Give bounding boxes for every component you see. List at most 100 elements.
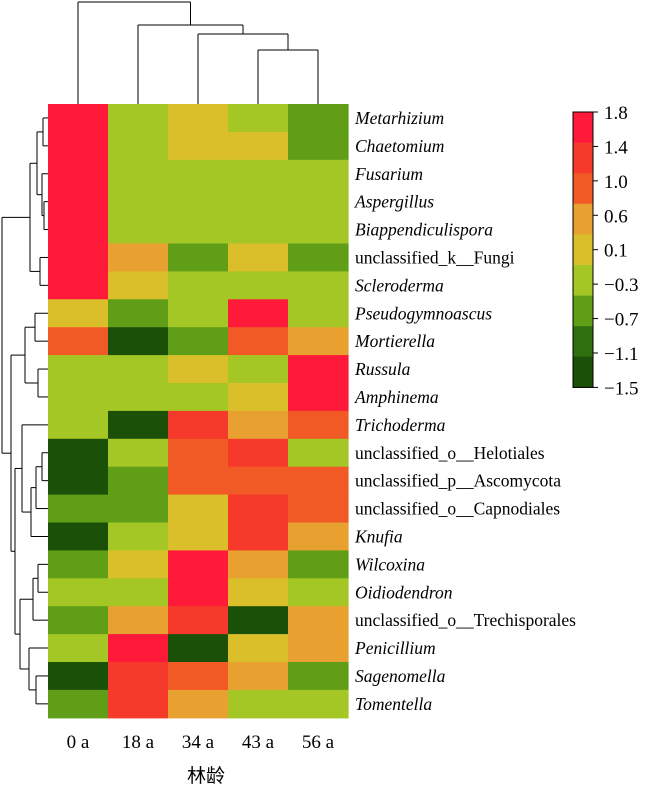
row-labels: Metarhizium Chaetomium Fusarium Aspergillus… [354,108,576,714]
heatmap-cell [108,634,169,663]
heatmap-cell [228,104,289,133]
heatmap-cell [108,355,169,384]
row-label: Penicillium [354,638,436,658]
heatmap-cell [228,438,289,468]
heatmap-cell [168,383,229,412]
heatmap-cells [48,104,349,719]
heatmap-cell [228,578,289,607]
row-label: Russula [354,359,411,379]
heatmap-cell [108,689,169,719]
heatmap-cell [48,243,109,272]
heatmap-cell [228,159,289,189]
heatmap-cell [168,299,229,328]
heatmap-cell [228,243,289,272]
heatmap-cell [168,410,229,440]
heatmap-cell [168,550,229,579]
heatmap-cell [48,159,109,189]
heatmap-cell [168,215,229,245]
heatmap-cell [288,299,349,328]
heatmap-cell [168,355,229,384]
heatmap-cell [288,159,349,189]
heatmap-cell [288,578,349,607]
heatmap-cell [288,327,349,356]
heatmap-cell [288,104,349,133]
row-label: Scleroderma [355,275,444,295]
heatmap-cell [48,550,109,579]
heatmap-cell [108,550,169,579]
heatmap-cell [48,578,109,607]
legend-color-band [573,265,593,297]
legend-color-band [573,142,593,174]
row-label: unclassified_o__Capnodiales [355,499,560,519]
heatmap-cell [168,131,229,161]
heatmap-cell [48,438,109,468]
heatmap-cell [108,410,169,440]
heatmap-cell [108,271,169,300]
heatmap-cell [168,466,229,496]
heatmap-cell [48,494,109,524]
column-label: 0 a [67,732,90,753]
legend-color-band [573,112,593,144]
heatmap-cell [168,578,229,607]
heatmap-cell [228,271,289,300]
heatmap-cell [228,662,289,691]
heatmap-cell [228,550,289,579]
heatmap-cell [48,271,109,300]
heatmap-cell [108,327,169,356]
heatmap-cell [288,410,349,440]
heatmap-cell [108,494,169,524]
heatmap-cell [168,187,229,217]
heatmap-cell [228,634,289,663]
heatmap-cell [228,689,289,719]
legend-tick-label: −0.7 [604,310,638,331]
heatmap-cell [168,327,229,356]
heatmap-cell [288,215,349,245]
heatmap-cell [48,689,109,719]
legend-tick-label: −1.1 [604,344,638,365]
heatmap-cell [228,299,289,328]
row-label: Oidiodendron [355,582,453,602]
heatmap-cell [288,438,349,468]
legend-tick-label: −0.3 [604,275,638,296]
heatmap-cell [228,327,289,356]
heatmap-cell [228,383,289,412]
row-label: Knufia [354,526,403,546]
heatmap-cell [108,104,169,133]
heatmap-cell [168,662,229,691]
heatmap-cell [108,438,169,468]
legend-tick-label: 1.0 [604,172,628,193]
heatmap-cell [48,410,109,440]
legend-color-band [573,356,593,388]
legend-tick-label: 0.1 [604,241,628,262]
heatmap-cell [108,662,169,691]
heatmap-cell [168,104,229,133]
row-label: Mortierella [354,331,435,351]
legend-tick-label: −1.5 [604,378,638,399]
legend-color-band [573,295,593,327]
heatmap-cell [228,522,289,551]
row-label: Chaetomium [355,136,444,156]
heatmap-cell [168,271,229,300]
heatmap-cell [108,243,169,272]
row-label: unclassified_k__Fungi [355,247,515,267]
heatmap-cell [288,243,349,272]
legend-color-band [573,234,593,266]
row-label: unclassified_o__Helotiales [355,443,545,463]
row-dendrogram [1,117,48,705]
heatmap-cell [288,689,349,719]
heatmap-cell [168,243,229,272]
row-label: Aspergillus [354,192,434,212]
row-label: Fusarium [354,164,423,184]
column-label: 43 a [242,732,275,753]
legend-tick-label: 1.4 [604,137,628,158]
heatmap-cell [48,634,109,663]
heatmap-cell [168,494,229,524]
heatmap-cell [288,550,349,579]
heatmap-cell [168,438,229,468]
row-label: Metarhizium [354,108,444,128]
heatmap-cell [168,634,229,663]
heatmap-cell [48,522,109,551]
row-label: Amphinema [354,387,439,407]
heatmap-cell [168,689,229,719]
